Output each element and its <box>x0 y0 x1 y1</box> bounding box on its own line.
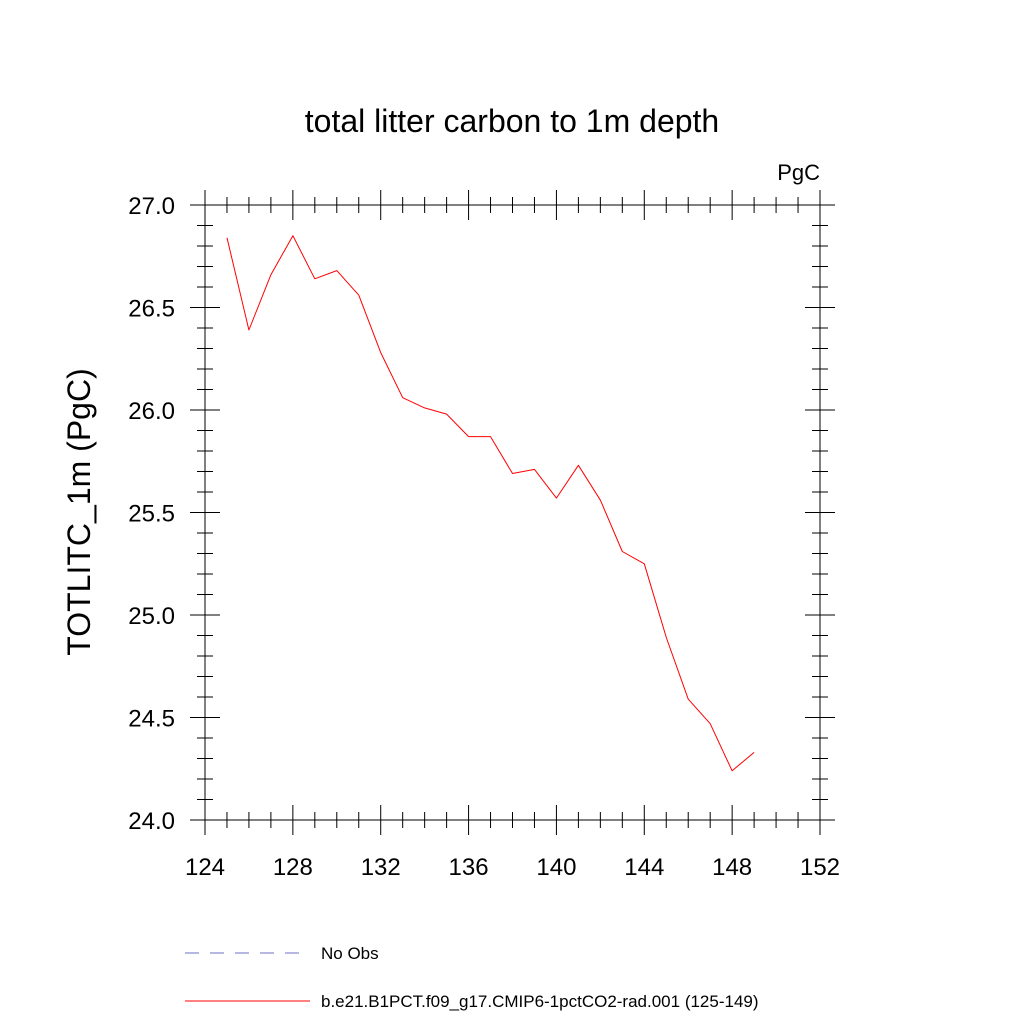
chart-title: total litter carbon to 1m depth <box>305 103 719 139</box>
y-axis-label: TOTLITC_1m (PgC) <box>61 368 97 655</box>
y-tick-labels: 24.0 24.5 25.0 25.5 26.0 26.5 27.0 <box>128 193 175 835</box>
x-tick-label: 136 <box>449 854 489 881</box>
x-tick-label: 124 <box>185 854 225 881</box>
x-tick-label: 148 <box>712 854 752 881</box>
axis-ticks <box>190 190 835 835</box>
y-tick-label: 25.5 <box>128 501 175 528</box>
x-tick-label: 140 <box>536 854 576 881</box>
y-tick-label: 24.0 <box>128 808 175 835</box>
y-tick-label: 25.0 <box>128 603 175 630</box>
legend: No Obs b.e21.B1PCT.f09_g17.CMIP6-1pctCO2… <box>185 944 759 1011</box>
legend-label-no-obs: No Obs <box>321 944 379 963</box>
y-tick-label: 24.5 <box>128 706 175 733</box>
plot-frame <box>204 204 821 821</box>
x-tick-label: 144 <box>624 854 664 881</box>
y-tick-label: 26.0 <box>128 398 175 425</box>
series-line <box>226 235 755 772</box>
x-tick-label: 128 <box>273 854 313 881</box>
legend-label-series: b.e21.B1PCT.f09_g17.CMIP6-1pctCO2-rad.00… <box>321 992 759 1011</box>
x-tick-labels: 124 128 132 136 140 144 148 152 <box>185 854 840 881</box>
y-tick-label: 27.0 <box>128 193 175 220</box>
y-tick-label: 26.5 <box>128 296 175 323</box>
units-label: PgC <box>777 160 820 185</box>
x-tick-label: 132 <box>361 854 401 881</box>
series-layer <box>226 235 755 772</box>
x-tick-label: 152 <box>800 854 840 881</box>
